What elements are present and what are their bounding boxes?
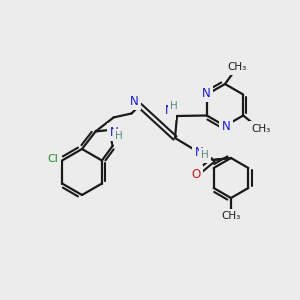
Text: N: N xyxy=(130,95,139,108)
Text: Cl: Cl xyxy=(48,154,58,164)
Text: CH₃: CH₃ xyxy=(252,124,271,134)
Text: H: H xyxy=(170,101,178,111)
Text: O: O xyxy=(191,167,201,181)
Text: N: N xyxy=(222,121,230,134)
Text: N: N xyxy=(201,87,210,100)
Text: H: H xyxy=(201,150,209,160)
Text: CH₃: CH₃ xyxy=(227,62,247,72)
Text: H: H xyxy=(115,131,123,141)
Text: N: N xyxy=(165,104,173,118)
Text: CH₃: CH₃ xyxy=(221,211,241,221)
Text: N: N xyxy=(195,146,203,158)
Text: N: N xyxy=(110,125,118,139)
